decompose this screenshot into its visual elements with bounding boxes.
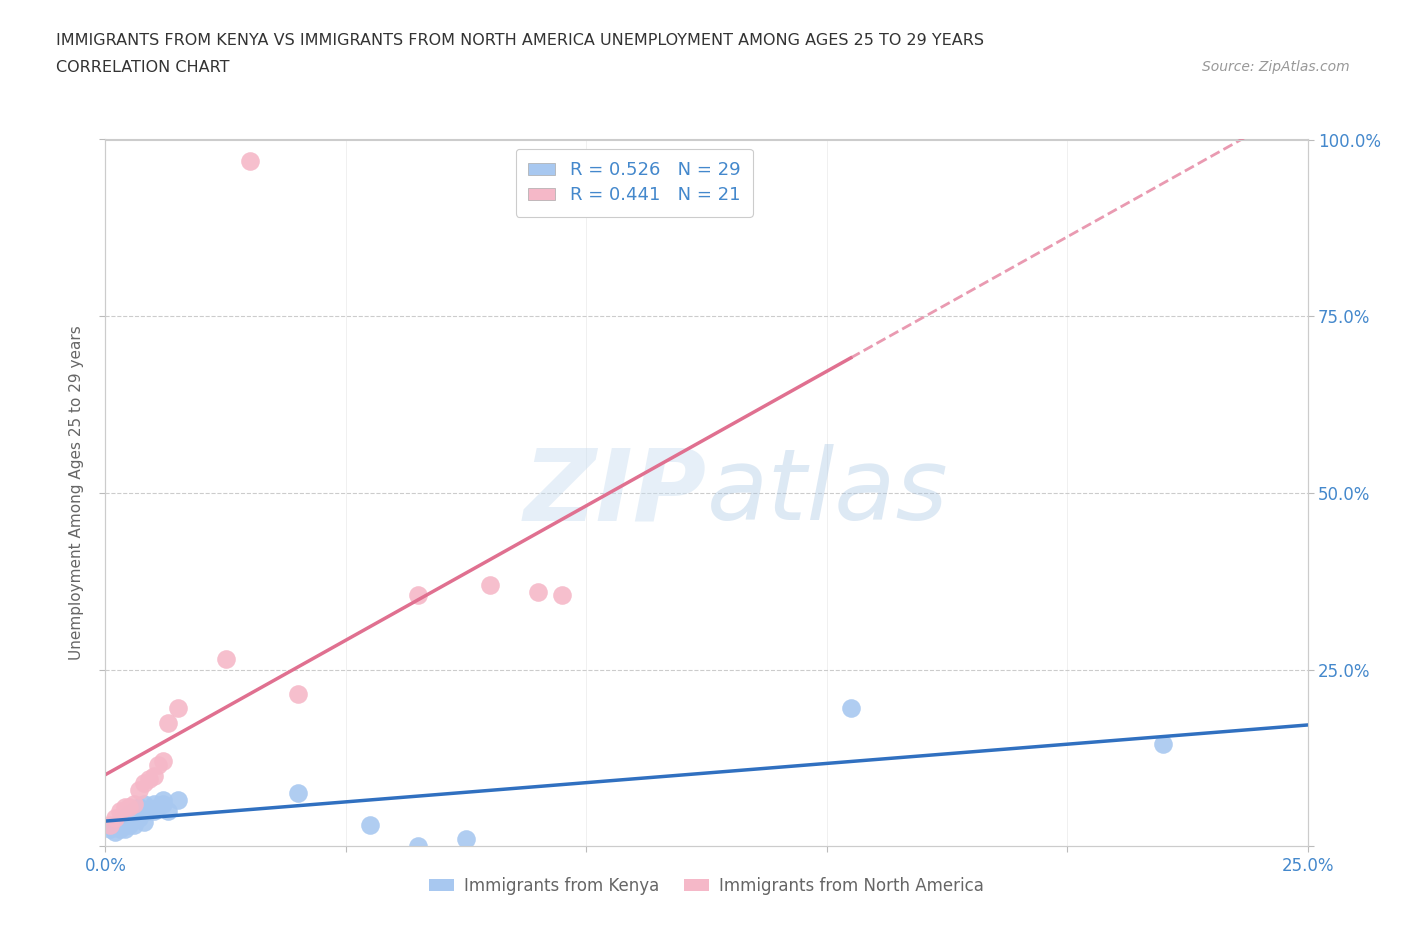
Point <box>118 807 141 822</box>
Point <box>287 786 309 801</box>
Point <box>287 687 309 702</box>
Point <box>142 804 165 818</box>
Point <box>124 796 146 811</box>
Point <box>527 584 550 599</box>
Point <box>104 817 127 832</box>
Point <box>114 811 136 826</box>
Point <box>454 831 477 846</box>
Point <box>142 768 165 783</box>
Point <box>138 804 160 818</box>
Point <box>839 701 862 716</box>
Point <box>108 804 131 818</box>
Point <box>118 800 141 815</box>
Text: Source: ZipAtlas.com: Source: ZipAtlas.com <box>1202 60 1350 74</box>
Point <box>152 754 174 769</box>
Point <box>128 811 150 826</box>
Y-axis label: Unemployment Among Ages 25 to 29 years: Unemployment Among Ages 25 to 29 years <box>69 326 84 660</box>
Point <box>132 796 155 811</box>
Point <box>152 796 174 811</box>
Point <box>406 588 429 603</box>
Point <box>132 776 155 790</box>
Point <box>156 804 179 818</box>
Point <box>98 821 121 836</box>
Legend: Immigrants from Kenya, Immigrants from North America: Immigrants from Kenya, Immigrants from N… <box>422 870 991 901</box>
Point <box>124 804 146 818</box>
Point <box>124 817 146 832</box>
Point <box>148 800 170 815</box>
Point <box>114 821 136 836</box>
Point <box>1152 737 1174 751</box>
Point <box>108 821 131 836</box>
Point <box>551 588 574 603</box>
Text: IMMIGRANTS FROM KENYA VS IMMIGRANTS FROM NORTH AMERICA UNEMPLOYMENT AMONG AGES 2: IMMIGRANTS FROM KENYA VS IMMIGRANTS FROM… <box>56 33 984 47</box>
Point <box>359 817 381 832</box>
Point <box>142 796 165 811</box>
Point <box>406 839 429 854</box>
Point <box>479 578 502 592</box>
Point <box>166 701 188 716</box>
Point <box>156 715 179 730</box>
Point <box>138 772 160 787</box>
Point <box>214 652 236 667</box>
Point <box>114 800 136 815</box>
Point <box>132 814 155 829</box>
Point <box>239 153 262 168</box>
Point <box>98 817 121 832</box>
Point <box>152 793 174 808</box>
Point <box>118 817 141 832</box>
Point <box>128 782 150 797</box>
Point <box>104 811 127 826</box>
Text: ZIP: ZIP <box>523 445 707 541</box>
Text: atlas: atlas <box>707 445 948 541</box>
Point <box>148 758 170 773</box>
Point <box>128 800 150 815</box>
Point <box>108 814 131 829</box>
Point <box>104 825 127 840</box>
Point <box>166 793 188 808</box>
Text: CORRELATION CHART: CORRELATION CHART <box>56 60 229 75</box>
